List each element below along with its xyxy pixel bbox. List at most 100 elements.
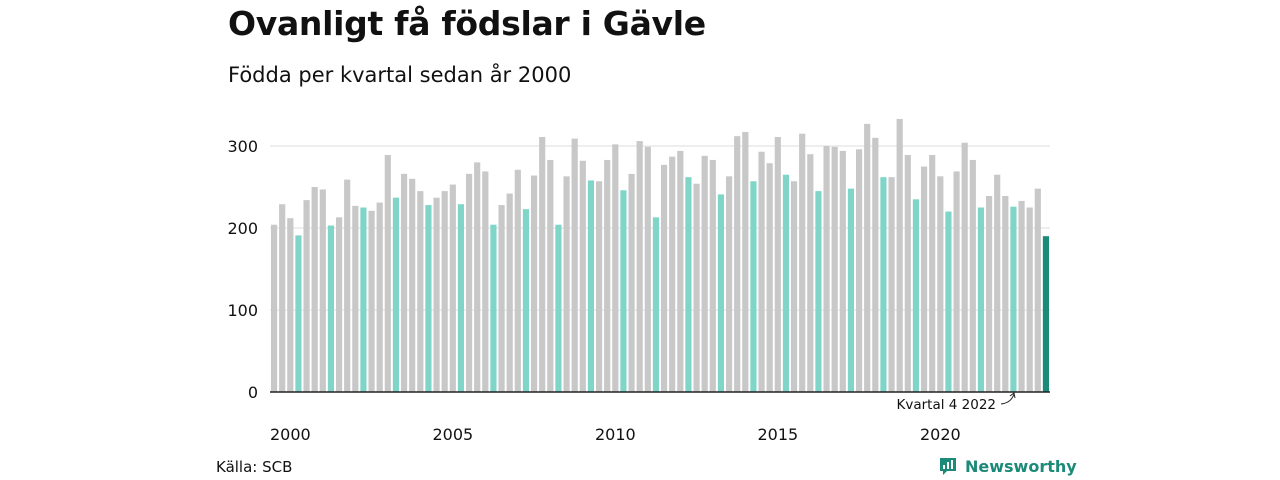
bar — [742, 132, 749, 392]
bar — [270, 224, 278, 392]
bar — [311, 187, 318, 392]
bar — [474, 162, 481, 392]
bar — [807, 154, 814, 392]
bar — [384, 155, 391, 392]
bar — [579, 160, 586, 392]
bar — [701, 155, 708, 392]
x-tick-label: 2005 — [433, 425, 474, 444]
bar — [303, 200, 310, 392]
bar — [685, 177, 692, 392]
bar — [344, 179, 351, 392]
bar — [352, 205, 359, 392]
y-tick-label: 0 — [248, 383, 258, 402]
bar — [636, 141, 643, 392]
bar — [563, 176, 570, 392]
y-tick-label: 300 — [227, 137, 258, 156]
bar — [425, 205, 432, 392]
bar — [441, 191, 448, 392]
annotation-label: Kvartal 4 2022 — [896, 397, 996, 413]
bar — [1042, 236, 1050, 392]
bar — [1018, 200, 1025, 392]
bar — [490, 224, 497, 392]
bar — [782, 174, 790, 392]
bar — [734, 136, 741, 392]
bar — [815, 191, 822, 392]
bar — [498, 205, 505, 392]
bar — [912, 199, 920, 392]
bar — [295, 235, 302, 392]
bar — [945, 211, 952, 392]
bar — [823, 146, 830, 392]
bar — [652, 217, 660, 392]
bar — [595, 181, 603, 392]
bar — [506, 193, 513, 392]
bar — [790, 181, 798, 392]
bar — [400, 173, 408, 392]
brand-name: Newsworthy — [965, 456, 1077, 476]
bar — [896, 118, 903, 392]
bar — [758, 151, 765, 392]
bar — [985, 196, 993, 392]
bar — [547, 159, 554, 392]
bar — [677, 150, 684, 392]
bar — [571, 138, 578, 392]
bar — [1002, 196, 1009, 392]
newsworthy-logo-icon — [940, 458, 956, 475]
bar — [449, 184, 456, 392]
y-tick-label: 100 — [227, 301, 258, 320]
bar — [612, 144, 619, 392]
bar — [831, 146, 838, 392]
chart-title: Ovanligt få födslar i Gävle — [228, 4, 706, 43]
bar — [774, 136, 781, 392]
source-note: Källa: SCB — [216, 458, 293, 476]
bar — [693, 183, 700, 392]
bar — [920, 166, 928, 392]
x-tick-label: 2015 — [758, 425, 799, 444]
bar — [368, 210, 375, 392]
bar — [360, 207, 367, 392]
bar — [669, 156, 676, 392]
bar — [319, 189, 326, 392]
bar — [1026, 207, 1033, 392]
bar — [725, 176, 733, 392]
bar — [376, 202, 383, 392]
bar — [279, 204, 286, 392]
bar — [620, 190, 627, 392]
bar — [709, 159, 716, 392]
x-tick-label: 2020 — [920, 425, 961, 444]
bar — [539, 136, 546, 392]
bar — [660, 164, 668, 392]
bar — [522, 209, 530, 392]
x-tick-label: 2010 — [595, 425, 636, 444]
bar — [864, 123, 871, 393]
bar — [937, 176, 944, 392]
bar — [417, 191, 424, 392]
bar — [587, 180, 595, 392]
bar — [392, 197, 400, 392]
bar — [457, 204, 465, 392]
bar — [717, 194, 725, 392]
bar — [855, 149, 863, 392]
bar — [969, 159, 976, 392]
x-tick-label: 2000 — [270, 425, 311, 444]
bar — [644, 146, 651, 392]
bar — [514, 169, 521, 392]
y-tick-label: 200 — [227, 219, 258, 238]
bar — [433, 197, 440, 392]
bar — [604, 159, 611, 392]
brand-logo[interactable]: Newsworthy — [938, 456, 1077, 476]
chart-subtitle: Födda per kvartal sedan år 2000 — [228, 63, 572, 87]
bar — [880, 177, 887, 392]
bar — [750, 181, 757, 392]
bar — [929, 155, 936, 392]
bar — [847, 188, 855, 392]
annotation-arrowhead — [1009, 392, 1016, 399]
bar — [482, 171, 489, 392]
bar — [628, 173, 635, 392]
bar — [961, 142, 968, 392]
bar — [799, 133, 806, 392]
bar — [327, 225, 335, 392]
bar — [287, 218, 294, 392]
bar — [839, 150, 846, 392]
bar — [994, 174, 1001, 392]
